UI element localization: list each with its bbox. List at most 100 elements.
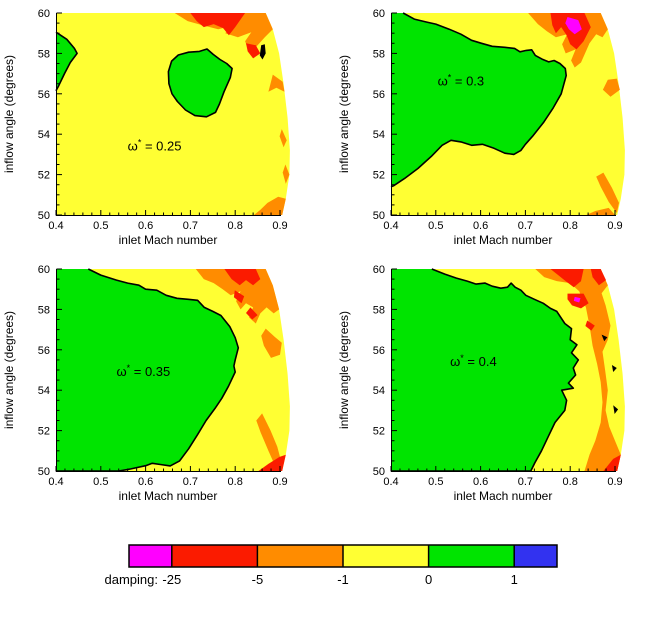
x-tick-label: 0.5 (93, 220, 108, 232)
y-tick-label: 50 (38, 210, 50, 222)
x-tick-label: 0.9 (272, 476, 287, 488)
x-tick-label: 0.9 (272, 220, 287, 232)
damping-label: damping: (105, 572, 158, 587)
annotation-omega: ω* = 0.35 (116, 363, 170, 379)
region-black (611, 365, 617, 372)
region-orange (602, 78, 620, 97)
region-red (550, 13, 591, 50)
colorbar-segment-yellow (343, 545, 429, 567)
colorbar-segment-magenta (129, 545, 172, 567)
region-red (224, 269, 261, 286)
x-tick-label: 0.9 (607, 220, 622, 232)
colorbar-segment-green (428, 545, 515, 567)
y-tick-label: 58 (373, 48, 385, 60)
colorbar: damping: -25 -5 -1 0 1 (0, 530, 670, 618)
x-tick-label: 0.8 (228, 476, 243, 488)
y-axis-label: inflow angle (degrees) (2, 55, 16, 173)
colorbar-boundary-value: 1 (511, 572, 518, 587)
x-tick-label: 0.8 (228, 220, 243, 232)
y-tick-label: 58 (38, 304, 50, 316)
axes (55, 12, 281, 216)
x-axis-label: inlet Mach number (119, 489, 218, 503)
zero-damping-contour-line (55, 31, 78, 92)
annotation-omega: ω* = 0.3 (438, 73, 485, 89)
domain-fill (56, 13, 290, 215)
y-tick-label: 60 (373, 8, 385, 20)
region-green (391, 269, 579, 471)
zero-damping-contour-line (391, 268, 580, 472)
contour-plot-omega-0.4: 50 52 54 56 58 60 0.4 0.5 0.6 0.7 0.8 0.9 inflow ang… (337, 264, 625, 503)
colorbar-segment-blue (514, 545, 557, 567)
region-red (246, 307, 258, 320)
region-orange (195, 269, 280, 324)
y-axis-label: inflow angle (degrees) (337, 311, 351, 429)
y-tick-label: 54 (38, 385, 50, 397)
region-orange (256, 413, 282, 466)
subplot-omega-0.4: 50 52 54 56 58 60 0.4 0.5 0.6 0.7 0.8 0.9 inflow ang… (335, 256, 670, 506)
y-tick-label: 52 (373, 426, 385, 438)
x-axis-label: inlet Mach number (454, 233, 553, 247)
region-orange (282, 164, 290, 184)
region-red (246, 43, 261, 59)
region-orange (586, 207, 615, 215)
y-tick-label: 50 (373, 466, 385, 478)
y-tick-label: 52 (38, 426, 50, 438)
x-tick-label: 0.6 (138, 220, 153, 232)
x-tick-label: 0.7 (183, 476, 198, 488)
colorbar-boundary-value: 0 (425, 572, 432, 587)
y-axis-label: inflow angle (degrees) (337, 55, 351, 173)
x-axis-label: inlet Mach number (454, 489, 553, 503)
x-tick-label: 0.4 (383, 220, 398, 232)
y-tick-label: 60 (38, 8, 50, 20)
x-tick-label: 0.4 (383, 476, 398, 488)
y-tick-label: 58 (373, 304, 385, 316)
y-tick-label: 50 (373, 210, 385, 222)
axis-tick-labels: 50 52 54 56 58 60 0.4 0.5 0.6 0.7 0.8 0.9 (373, 8, 623, 232)
colorbar-boundary-value: -1 (337, 572, 349, 587)
region-orange (268, 74, 285, 92)
region-green (391, 13, 567, 187)
y-tick-label: 54 (373, 129, 385, 141)
y-tick-label: 56 (373, 345, 385, 357)
subplot-omega-0.3: 50 52 54 56 58 60 0.4 0.5 0.6 0.7 0.8 0.9 inflow ang… (335, 0, 670, 250)
annotation-omega: ω* = 0.4 (450, 353, 497, 369)
contour-plot-omega-0.35: 50 52 54 56 58 60 0.4 0.5 0.6 0.7 0.8 0.9 inflow ang… (2, 264, 290, 503)
x-tick-label: 0.6 (473, 476, 488, 488)
subplot-omega-0.25: 50 52 54 56 58 60 0.4 0.5 0.6 0.7 0.8 0.9 inflow ang… (0, 0, 335, 250)
colorbar-boundary-value: -25 (162, 572, 181, 587)
region-orange (535, 269, 621, 471)
x-tick-label: 0.8 (563, 220, 578, 232)
y-tick-label: 56 (373, 89, 385, 101)
region-green (56, 269, 239, 471)
colorbar-svg: damping: -25 -5 -1 0 1 (105, 544, 558, 587)
axis-tick-labels: 50 52 54 56 58 60 0.4 0.5 0.6 0.7 0.8 0.9 (38, 264, 288, 488)
contour-plot-omega-0.25: 50 52 54 56 58 60 0.4 0.5 0.6 0.7 0.8 0.9 inflow ang… (2, 8, 290, 247)
x-tick-label: 0.5 (428, 220, 443, 232)
region-orange (254, 196, 286, 215)
axes (390, 268, 616, 472)
region-red (233, 290, 245, 304)
colorbar-segment-orange (257, 545, 343, 567)
subplot-omega-0.35: 50 52 54 56 58 60 0.4 0.5 0.6 0.7 0.8 0.9 inflow ang… (0, 256, 335, 506)
x-tick-label: 0.5 (428, 476, 443, 488)
colorbar-labels: damping: -25 -5 -1 0 1 (105, 572, 518, 587)
region-green (167, 48, 233, 118)
zero-damping-contour-line (390, 12, 567, 188)
region-magenta (573, 296, 581, 303)
y-tick-label: 56 (38, 345, 50, 357)
region-red (550, 269, 584, 288)
y-tick-label: 54 (373, 385, 385, 397)
region-red (258, 454, 286, 471)
x-tick-label: 0.4 (48, 476, 63, 488)
region-red (190, 13, 246, 36)
region-red (590, 269, 606, 286)
x-axis-label: inlet Mach number (119, 233, 218, 247)
contour-plot-omega-0.3: 50 52 54 56 58 60 0.4 0.5 0.6 0.7 0.8 0.9 inflow ang… (337, 8, 625, 247)
y-axis-label: inflow angle (degrees) (2, 311, 16, 429)
colorbar-segment-red (171, 545, 258, 567)
x-tick-label: 0.8 (563, 476, 578, 488)
region-black (601, 334, 608, 342)
region-red (585, 320, 595, 331)
region-red (603, 454, 621, 471)
